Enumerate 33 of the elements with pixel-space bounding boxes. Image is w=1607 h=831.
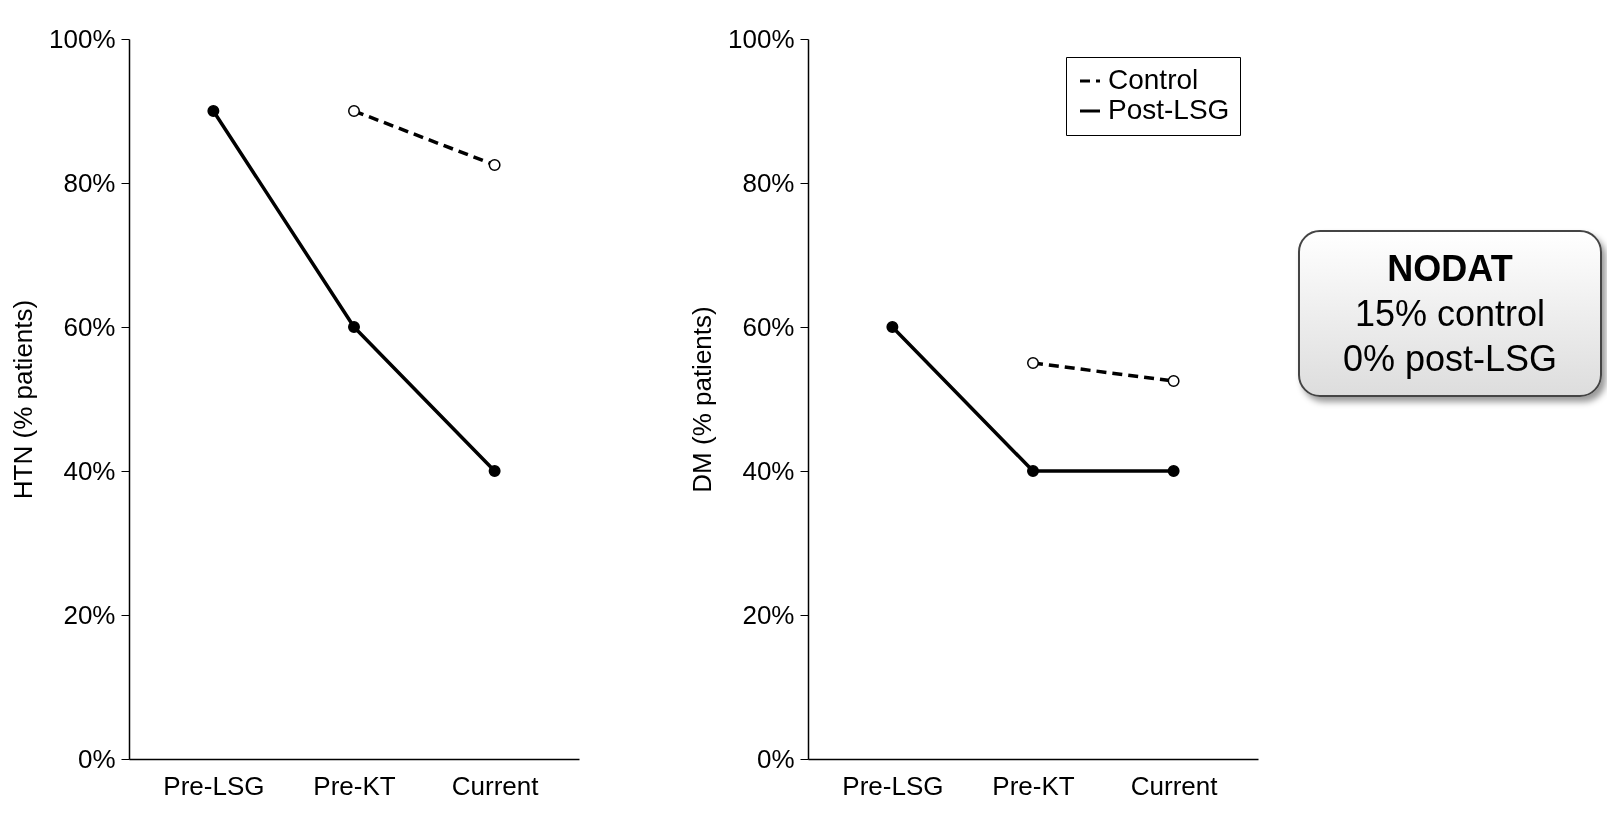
x-tick-label: Pre-KT (313, 770, 396, 801)
y-tick-label: 60% (742, 311, 795, 342)
speech-bubble: NODAT 15% control 0% post-LSG (1298, 230, 1602, 397)
y-tick-label: 20% (742, 599, 795, 630)
point (488, 465, 501, 477)
y-tick-label: 40% (63, 455, 116, 486)
y-tick-label: 80% (63, 167, 116, 198)
x-tick-label: Current (451, 770, 540, 801)
y-tick-label: 100% (728, 23, 795, 54)
point (348, 321, 360, 333)
point (1167, 465, 1180, 477)
x-tick-label: Pre-KT (992, 770, 1075, 801)
legend-label: Control (1108, 64, 1199, 95)
y-axis-title: DM (% patients) (687, 306, 717, 493)
point (207, 105, 220, 117)
y-tick-label: 100% (49, 23, 116, 54)
y-tick-label: 20% (63, 599, 116, 630)
point (1027, 357, 1039, 369)
point (488, 159, 501, 171)
point (1167, 375, 1180, 387)
x-tick-label: Pre-LSG (842, 770, 944, 801)
legend-label: Post-LSG (1108, 94, 1230, 125)
y-tick-label: 80% (742, 167, 795, 198)
y-axis-title: HTN (% patients) (8, 299, 38, 500)
x-tick-label: Pre-LSG (163, 770, 265, 801)
point (886, 321, 899, 333)
y-tick-label: 60% (63, 311, 116, 342)
x-tick-label: Current (1130, 770, 1219, 801)
point (348, 105, 360, 117)
y-tick-label: 0% (756, 743, 795, 774)
y-tick-label: 40% (742, 455, 795, 486)
y-tick-label: 0% (77, 743, 116, 774)
point (1027, 465, 1039, 477)
